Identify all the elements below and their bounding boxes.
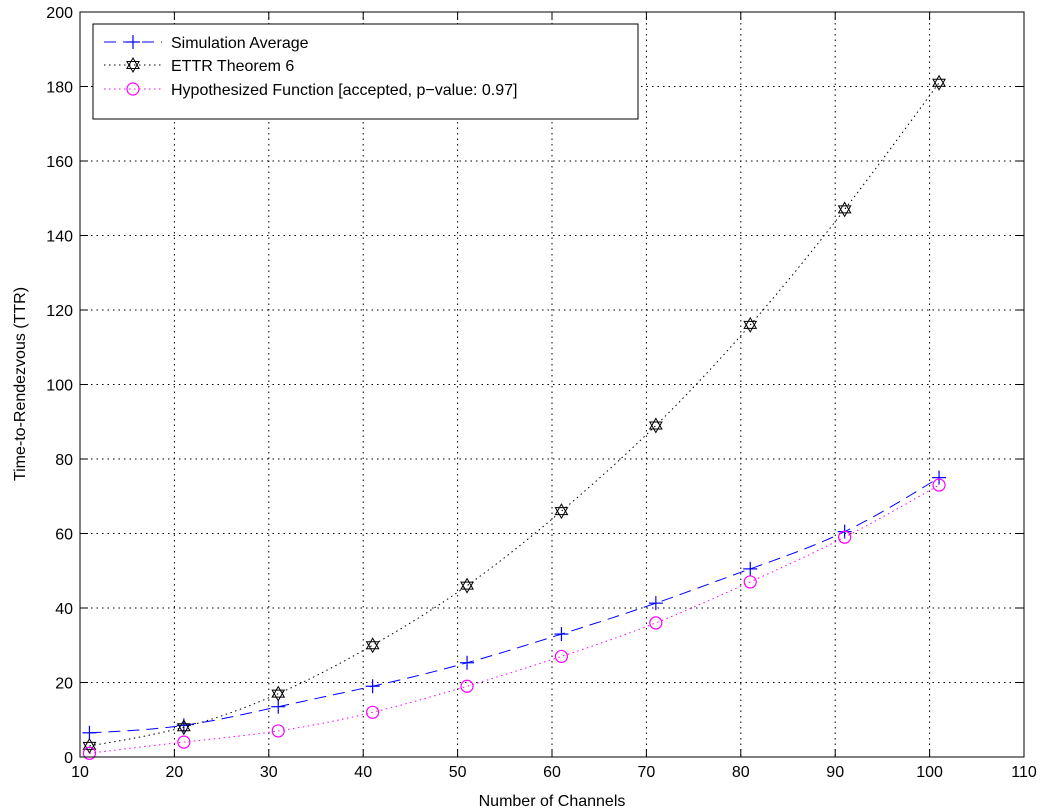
series-line-simulation-average: [89, 477, 940, 734]
data-point-ettr-theorem-6-up: [743, 316, 758, 329]
y-tick-label: 180: [46, 80, 73, 97]
legend-sample-hypothesized-function: [104, 82, 162, 96]
data-point-ettr-theorem-6: [365, 637, 380, 654]
data-point-ettr-theorem-6-down: [743, 320, 758, 333]
y-tick-label: 140: [46, 229, 73, 246]
data-point-ettr-theorem-6-down: [365, 641, 380, 654]
x-axis-label: Number of Channels: [479, 793, 626, 810]
x-tick-label: 20: [166, 764, 184, 781]
y-tick-label: 160: [46, 154, 73, 171]
y-tick-label: 0: [64, 750, 73, 767]
data-point-ettr-theorem-6: [837, 201, 852, 218]
legend-sample-simulation-average: [104, 35, 162, 49]
y-tick-label: 100: [46, 378, 73, 395]
data-point-ettr-theorem-6-up: [82, 737, 97, 750]
data-point-simulation-average: [932, 470, 947, 485]
x-tick-label: 110: [1011, 764, 1037, 781]
data-point-ettr-theorem-6-down: [176, 723, 191, 736]
data-point-hypothesized-function: [82, 746, 97, 760]
legend-label-hypothesized-function: Hypothesized Function [accepted, p−value…: [171, 82, 517, 99]
x-tick-label: 100: [916, 764, 943, 781]
legend-entry-hypothesized-function: Hypothesized Function [accepted, p−value…: [104, 82, 517, 99]
data-point-ettr-theorem-6: [271, 685, 286, 702]
x-tick-label: 50: [449, 764, 467, 781]
legend-marker-simulation-average: [126, 35, 140, 49]
data-point-ettr-theorem-6-up: [837, 201, 852, 214]
legend-entry-simulation-average: Simulation Average: [104, 35, 309, 52]
y-tick-label: 40: [55, 601, 73, 618]
data-point-ettr-theorem-6-down: [837, 205, 852, 218]
data-point-hypothesized-function: [838, 530, 852, 544]
data-point-ettr-theorem-6-up: [460, 577, 474, 590]
data-point-hypothesized-function: [177, 735, 191, 749]
x-tick-label: 80: [732, 764, 750, 781]
series-hypothesized-function: [82, 478, 946, 760]
data-point-ettr-theorem-6-down: [648, 421, 663, 434]
data-point-ettr-theorem-6: [554, 503, 569, 520]
data-point-hypothesized-function: [649, 616, 663, 630]
grid-layer: [80, 12, 1024, 757]
legend-sample-ettr-theorem-6: [104, 56, 162, 74]
y-tick-label: 60: [55, 527, 73, 544]
x-tick-label: 30: [260, 764, 278, 781]
data-point-hypothesized-function: [271, 724, 285, 738]
legend-marker-ettr-theorem-6: [126, 56, 140, 74]
y-axis-label: Time-to-Rendezvous (TTR): [12, 287, 29, 481]
data-point-simulation-average: [82, 725, 97, 740]
data-point-ettr-theorem-6: [743, 316, 758, 333]
x-tick-label: 60: [543, 764, 561, 781]
data-point-ettr-theorem-6-down: [460, 581, 474, 594]
x-tick-label: 10: [71, 764, 89, 781]
data-point-ettr-theorem-6-up: [648, 417, 663, 430]
data-point-simulation-average: [743, 561, 758, 576]
data-point-simulation-average: [271, 699, 286, 714]
data-point-ettr-theorem-6: [460, 577, 474, 594]
data-point-ettr-theorem-6-down: [932, 78, 946, 91]
x-tick-label: 40: [354, 764, 372, 781]
data-point-hypothesized-function: [932, 478, 946, 492]
data-point-ettr-theorem-6: [932, 74, 946, 91]
data-point-hypothesized-function: [743, 575, 757, 589]
legend-marker-hypothesized-function: [126, 82, 140, 96]
data-point-hypothesized-function: [554, 649, 569, 664]
y-tick-label: 80: [55, 452, 73, 469]
data-point-ettr-theorem-6: [176, 719, 191, 736]
legend-label-ettr-theorem-6: ETTR Theorem 6: [171, 58, 294, 75]
data-point-ettr-theorem-6-down: [554, 507, 569, 520]
data-point-simulation-average: [648, 596, 663, 611]
data-point-ettr-theorem-6-up: [932, 74, 946, 87]
y-tick-label: 120: [46, 303, 73, 320]
series-simulation-average: [82, 470, 947, 740]
series-line-ettr-theorem-6: [89, 82, 940, 747]
data-point-simulation-average: [554, 627, 569, 642]
data-point-ettr-theorem-6-up: [176, 719, 191, 732]
data-point-hypothesized-function: [460, 679, 474, 693]
y-tick-label: 20: [55, 676, 73, 693]
data-point-simulation-average: [365, 679, 380, 694]
legend: Simulation Average ETTR Theorem 6 Hypoth…: [92, 23, 639, 120]
legend-box: [92, 23, 639, 120]
y-tick-label: 200: [46, 5, 73, 22]
legend-label-simulation-average: Simulation Average: [171, 35, 309, 52]
legend-entry-ettr-theorem-6: ETTR Theorem 6: [104, 56, 294, 75]
x-tick-label: 90: [826, 764, 844, 781]
tick-layer: 10 20 30 40 50 60 70 80 90 100 110 0 20 40 60 80 100 120 1…: [46, 5, 1037, 781]
series-layer: [82, 74, 947, 760]
data-point-ettr-theorem-6-down: [271, 689, 286, 702]
data-point-ettr-theorem-6-up: [271, 685, 286, 698]
legend-marker-ettr-theorem-6-up: [126, 56, 140, 69]
data-point-ettr-theorem-6-up: [365, 637, 380, 650]
data-point-ettr-theorem-6: [648, 417, 663, 434]
data-point-hypothesized-function: [366, 705, 380, 719]
data-point-simulation-average: [460, 655, 475, 670]
legend-marker-ettr-theorem-6-down: [126, 61, 140, 74]
x-tick-label: 70: [638, 764, 656, 781]
data-point-ettr-theorem-6-up: [554, 503, 569, 516]
